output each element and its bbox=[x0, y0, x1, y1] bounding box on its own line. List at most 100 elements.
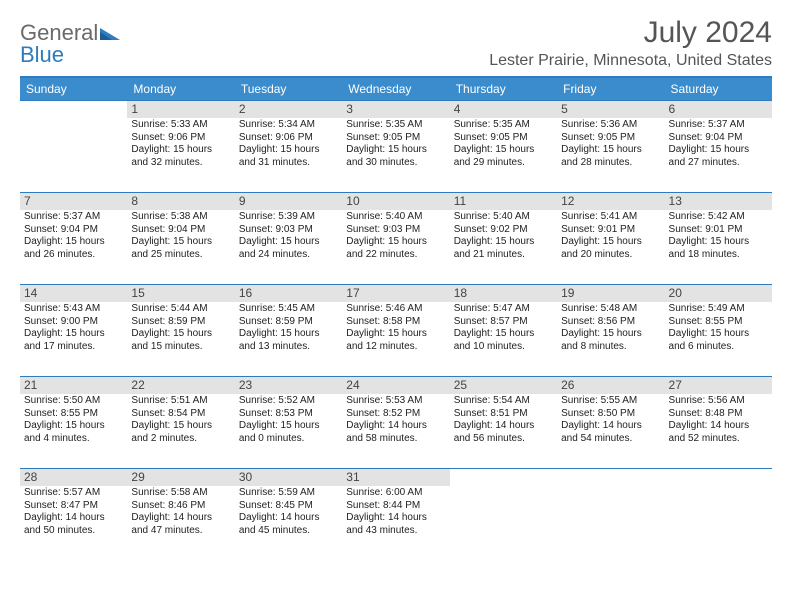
day-number: 16 bbox=[235, 285, 342, 302]
day-info: Sunrise: 5:40 AMSunset: 9:03 PMDaylight:… bbox=[346, 211, 445, 261]
day-cell: 21Sunrise: 5:50 AMSunset: 8:55 PMDayligh… bbox=[20, 377, 127, 469]
week-row: 21Sunrise: 5:50 AMSunset: 8:55 PMDayligh… bbox=[20, 377, 772, 469]
day-number: 29 bbox=[127, 469, 234, 486]
sunset-line: Sunset: 9:05 PM bbox=[346, 132, 445, 145]
sunset-line: Sunset: 8:51 PM bbox=[454, 408, 553, 421]
day-number: 3 bbox=[342, 101, 449, 118]
day-info: Sunrise: 5:49 AMSunset: 8:55 PMDaylight:… bbox=[669, 303, 768, 353]
day-info: Sunrise: 5:36 AMSunset: 9:05 PMDaylight:… bbox=[561, 119, 660, 169]
sunrise-line: Sunrise: 5:37 AM bbox=[24, 211, 123, 224]
day-number: 30 bbox=[235, 469, 342, 486]
day-number: 14 bbox=[20, 285, 127, 302]
day-number: 6 bbox=[665, 101, 772, 118]
sunset-line: Sunset: 8:54 PM bbox=[131, 408, 230, 421]
daylight-line: Daylight: 15 hours and 27 minutes. bbox=[669, 144, 768, 169]
sunrise-line: Sunrise: 5:59 AM bbox=[239, 487, 338, 500]
day-header-row: SundayMondayTuesdayWednesdayThursdayFrid… bbox=[20, 77, 772, 101]
daylight-line: Daylight: 15 hours and 31 minutes. bbox=[239, 144, 338, 169]
day-cell: 3Sunrise: 5:35 AMSunset: 9:05 PMDaylight… bbox=[342, 101, 449, 193]
daylight-line: Daylight: 15 hours and 24 minutes. bbox=[239, 236, 338, 261]
day-info: Sunrise: 5:54 AMSunset: 8:51 PMDaylight:… bbox=[454, 395, 553, 445]
sunrise-line: Sunrise: 5:43 AM bbox=[24, 303, 123, 316]
page-header: General Blue July 2024 Lester Prairie, M… bbox=[20, 16, 772, 70]
day-cell: 2Sunrise: 5:34 AMSunset: 9:06 PMDaylight… bbox=[235, 101, 342, 193]
day-number: 11 bbox=[450, 193, 557, 210]
day-info: Sunrise: 5:57 AMSunset: 8:47 PMDaylight:… bbox=[24, 487, 123, 537]
day-number: 18 bbox=[450, 285, 557, 302]
sunrise-line: Sunrise: 5:37 AM bbox=[669, 119, 768, 132]
daylight-line: Daylight: 14 hours and 56 minutes. bbox=[454, 420, 553, 445]
sunset-line: Sunset: 8:58 PM bbox=[346, 316, 445, 329]
calendar-page: General Blue July 2024 Lester Prairie, M… bbox=[0, 0, 792, 569]
sunset-line: Sunset: 8:59 PM bbox=[131, 316, 230, 329]
sunrise-line: Sunrise: 5:38 AM bbox=[131, 211, 230, 224]
sunrise-line: Sunrise: 5:48 AM bbox=[561, 303, 660, 316]
day-info: Sunrise: 5:47 AMSunset: 8:57 PMDaylight:… bbox=[454, 303, 553, 353]
sunrise-line: Sunrise: 5:45 AM bbox=[239, 303, 338, 316]
sunset-line: Sunset: 9:04 PM bbox=[669, 132, 768, 145]
daylight-line: Daylight: 15 hours and 2 minutes. bbox=[131, 420, 230, 445]
day-header: Friday bbox=[557, 77, 664, 101]
sunrise-line: Sunrise: 5:56 AM bbox=[669, 395, 768, 408]
day-cell: 4Sunrise: 5:35 AMSunset: 9:05 PMDaylight… bbox=[450, 101, 557, 193]
day-cell: 24Sunrise: 5:53 AMSunset: 8:52 PMDayligh… bbox=[342, 377, 449, 469]
sunrise-line: Sunrise: 5:52 AM bbox=[239, 395, 338, 408]
day-info: Sunrise: 5:33 AMSunset: 9:06 PMDaylight:… bbox=[131, 119, 230, 169]
sunrise-line: Sunrise: 5:54 AM bbox=[454, 395, 553, 408]
daylight-line: Daylight: 15 hours and 30 minutes. bbox=[346, 144, 445, 169]
day-number: 27 bbox=[665, 377, 772, 394]
day-number: 22 bbox=[127, 377, 234, 394]
day-cell: 5Sunrise: 5:36 AMSunset: 9:05 PMDaylight… bbox=[557, 101, 664, 193]
calendar-table: SundayMondayTuesdayWednesdayThursdayFrid… bbox=[20, 76, 772, 561]
daylight-line: Daylight: 14 hours and 52 minutes. bbox=[669, 420, 768, 445]
day-cell bbox=[20, 101, 127, 193]
day-number: 23 bbox=[235, 377, 342, 394]
sunrise-line: Sunrise: 5:49 AM bbox=[669, 303, 768, 316]
day-header: Monday bbox=[127, 77, 234, 101]
sunset-line: Sunset: 8:45 PM bbox=[239, 500, 338, 513]
day-cell: 1Sunrise: 5:33 AMSunset: 9:06 PMDaylight… bbox=[127, 101, 234, 193]
sunset-line: Sunset: 8:52 PM bbox=[346, 408, 445, 421]
sunrise-line: Sunrise: 5:35 AM bbox=[346, 119, 445, 132]
day-info: Sunrise: 5:56 AMSunset: 8:48 PMDaylight:… bbox=[669, 395, 768, 445]
day-info: Sunrise: 5:35 AMSunset: 9:05 PMDaylight:… bbox=[454, 119, 553, 169]
day-cell: 16Sunrise: 5:45 AMSunset: 8:59 PMDayligh… bbox=[235, 285, 342, 377]
month-title: July 2024 bbox=[489, 16, 772, 50]
day-info: Sunrise: 5:48 AMSunset: 8:56 PMDaylight:… bbox=[561, 303, 660, 353]
daylight-line: Daylight: 15 hours and 29 minutes. bbox=[454, 144, 553, 169]
daylight-line: Daylight: 15 hours and 4 minutes. bbox=[24, 420, 123, 445]
day-cell: 22Sunrise: 5:51 AMSunset: 8:54 PMDayligh… bbox=[127, 377, 234, 469]
day-number: 7 bbox=[20, 193, 127, 210]
sunset-line: Sunset: 8:57 PM bbox=[454, 316, 553, 329]
week-row: 28Sunrise: 5:57 AMSunset: 8:47 PMDayligh… bbox=[20, 469, 772, 561]
day-info: Sunrise: 5:38 AMSunset: 9:04 PMDaylight:… bbox=[131, 211, 230, 261]
day-cell: 19Sunrise: 5:48 AMSunset: 8:56 PMDayligh… bbox=[557, 285, 664, 377]
day-number: 2 bbox=[235, 101, 342, 118]
sunrise-line: Sunrise: 5:33 AM bbox=[131, 119, 230, 132]
day-cell bbox=[665, 469, 772, 561]
sunrise-line: Sunrise: 5:39 AM bbox=[239, 211, 338, 224]
day-number: 9 bbox=[235, 193, 342, 210]
daylight-line: Daylight: 14 hours and 58 minutes. bbox=[346, 420, 445, 445]
day-number: 5 bbox=[557, 101, 664, 118]
day-info: Sunrise: 5:58 AMSunset: 8:46 PMDaylight:… bbox=[131, 487, 230, 537]
day-cell bbox=[557, 469, 664, 561]
daylight-line: Daylight: 15 hours and 26 minutes. bbox=[24, 236, 123, 261]
day-header: Saturday bbox=[665, 77, 772, 101]
day-cell: 15Sunrise: 5:44 AMSunset: 8:59 PMDayligh… bbox=[127, 285, 234, 377]
daylight-line: Daylight: 15 hours and 28 minutes. bbox=[561, 144, 660, 169]
sunrise-line: Sunrise: 5:58 AM bbox=[131, 487, 230, 500]
logo-flag-icon bbox=[100, 22, 120, 44]
day-cell: 28Sunrise: 5:57 AMSunset: 8:47 PMDayligh… bbox=[20, 469, 127, 561]
day-header: Wednesday bbox=[342, 77, 449, 101]
day-cell: 27Sunrise: 5:56 AMSunset: 8:48 PMDayligh… bbox=[665, 377, 772, 469]
sunrise-line: Sunrise: 5:34 AM bbox=[239, 119, 338, 132]
sunset-line: Sunset: 9:06 PM bbox=[131, 132, 230, 145]
day-number: 25 bbox=[450, 377, 557, 394]
day-info: Sunrise: 6:00 AMSunset: 8:44 PMDaylight:… bbox=[346, 487, 445, 537]
day-info: Sunrise: 5:59 AMSunset: 8:45 PMDaylight:… bbox=[239, 487, 338, 537]
day-cell: 8Sunrise: 5:38 AMSunset: 9:04 PMDaylight… bbox=[127, 193, 234, 285]
day-info: Sunrise: 5:34 AMSunset: 9:06 PMDaylight:… bbox=[239, 119, 338, 169]
day-cell: 6Sunrise: 5:37 AMSunset: 9:04 PMDaylight… bbox=[665, 101, 772, 193]
day-cell: 20Sunrise: 5:49 AMSunset: 8:55 PMDayligh… bbox=[665, 285, 772, 377]
